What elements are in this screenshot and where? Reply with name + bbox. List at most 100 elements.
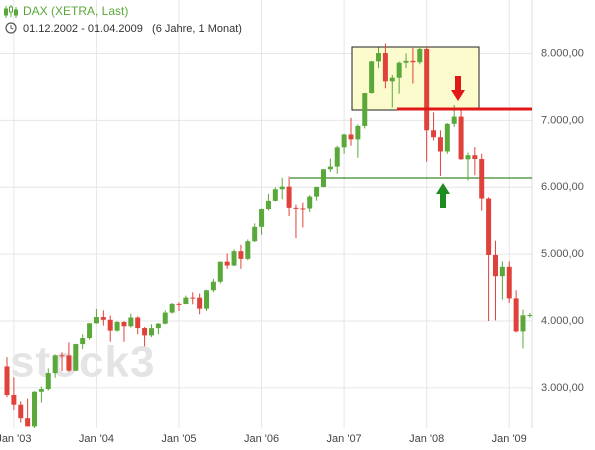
candle-body [396,62,402,78]
axis-layer: 3.000,00 4.000,00 5.000,00 6.000,00 7.000,00… [0,47,584,445]
candle-body [314,186,320,197]
candle-body [59,355,65,357]
candle-body [121,322,127,327]
candle-body [327,166,333,170]
candle-body [73,344,79,371]
candle-body [520,315,526,332]
candle-body [513,298,519,332]
down-arrow [451,76,465,101]
y-tick-label: 7.000,00 [541,114,584,126]
up-arrow [436,183,450,208]
candle-body [341,134,347,148]
candle-body [142,328,148,336]
header: DAX (XETRA, Last) 01.12.2002 - 01.04.200… [4,4,242,35]
candle-body [272,189,278,201]
candle-body [382,53,388,82]
candle-body [107,319,113,331]
candle-body [87,323,93,339]
candle-body [417,49,423,63]
x-tick-label: Jan '04 [79,433,114,445]
candle-body [100,317,106,320]
candle-body [286,186,292,208]
y-tick-label: 6.000,00 [541,181,584,193]
candle-body [320,169,326,187]
chart-icon [4,5,18,18]
x-tick-label: Jan '07 [327,433,362,445]
candle-body [479,159,485,199]
candle-body [38,389,44,392]
candle-body [499,266,505,277]
chart-subtitle: 01.12.2002 - 01.04.2009 (6 Jahre, 1 Mona… [23,23,242,35]
y-tick-label: 5.000,00 [541,248,584,260]
candle-body [25,418,31,427]
candle-body [190,297,196,299]
y-tick-label: 8.000,00 [541,47,584,59]
candle-body [451,116,457,124]
y-tick-label: 3.000,00 [541,382,584,394]
annotations [290,46,532,208]
candle-body [486,198,492,255]
candle-body [465,155,471,160]
candle-body [307,196,313,209]
candle-body [224,261,230,266]
clock-icon [5,22,17,34]
candle-body [444,123,450,152]
candle-body [183,297,189,305]
candles [4,43,533,428]
candle-body [472,155,478,160]
candle-body [527,314,533,316]
candle-body [128,317,134,327]
candle-body [362,93,368,126]
candle-body [80,338,86,345]
candle-body [300,208,306,210]
candle-body [458,116,464,160]
candle-body [376,53,382,62]
candle-body [424,49,430,131]
candle-body [135,317,141,329]
x-tick-label: Jan '09 [492,433,527,445]
candle-body [176,303,182,305]
candle-body [197,297,203,309]
x-tick-label: Jan '05 [161,433,196,445]
candle-body [348,134,354,140]
candle-body [93,317,99,324]
candle-body [245,241,251,259]
x-tick-label: Jan '06 [244,433,279,445]
candle-body [410,60,416,63]
candle-body [293,207,299,209]
candle-body [259,209,265,227]
x-tick-label: Jan '08 [409,433,444,445]
candle-body [279,186,285,190]
candle-body [492,254,498,277]
candle-body [162,312,168,324]
candle-body [204,290,210,309]
candle-body [431,130,437,138]
chart-title: DAX (XETRA, Last) [23,4,128,18]
candle-body [4,366,10,396]
candle-body [369,61,375,94]
candle-body [217,261,223,282]
annotations-top [397,76,532,111]
candle-body [45,373,51,390]
candle-body [506,266,512,299]
candle-body [437,137,443,152]
candle-body [231,251,237,266]
candle-body [11,395,17,405]
y-tick-label: 4.000,00 [541,315,584,327]
candle-body [238,251,244,259]
candle-body [389,77,395,82]
candle-body [52,355,58,374]
candle-body [114,322,120,331]
candle-body [18,404,24,419]
candle-body [169,303,175,313]
candle-body [403,60,409,63]
x-tick-label: Jan '03 [0,433,31,445]
candle-body [210,281,216,291]
candle-body [355,125,361,140]
candle-body [66,355,72,371]
candle-body [32,391,38,427]
candle-body [252,226,258,242]
candle-body [155,323,161,329]
candle-body [334,147,340,167]
